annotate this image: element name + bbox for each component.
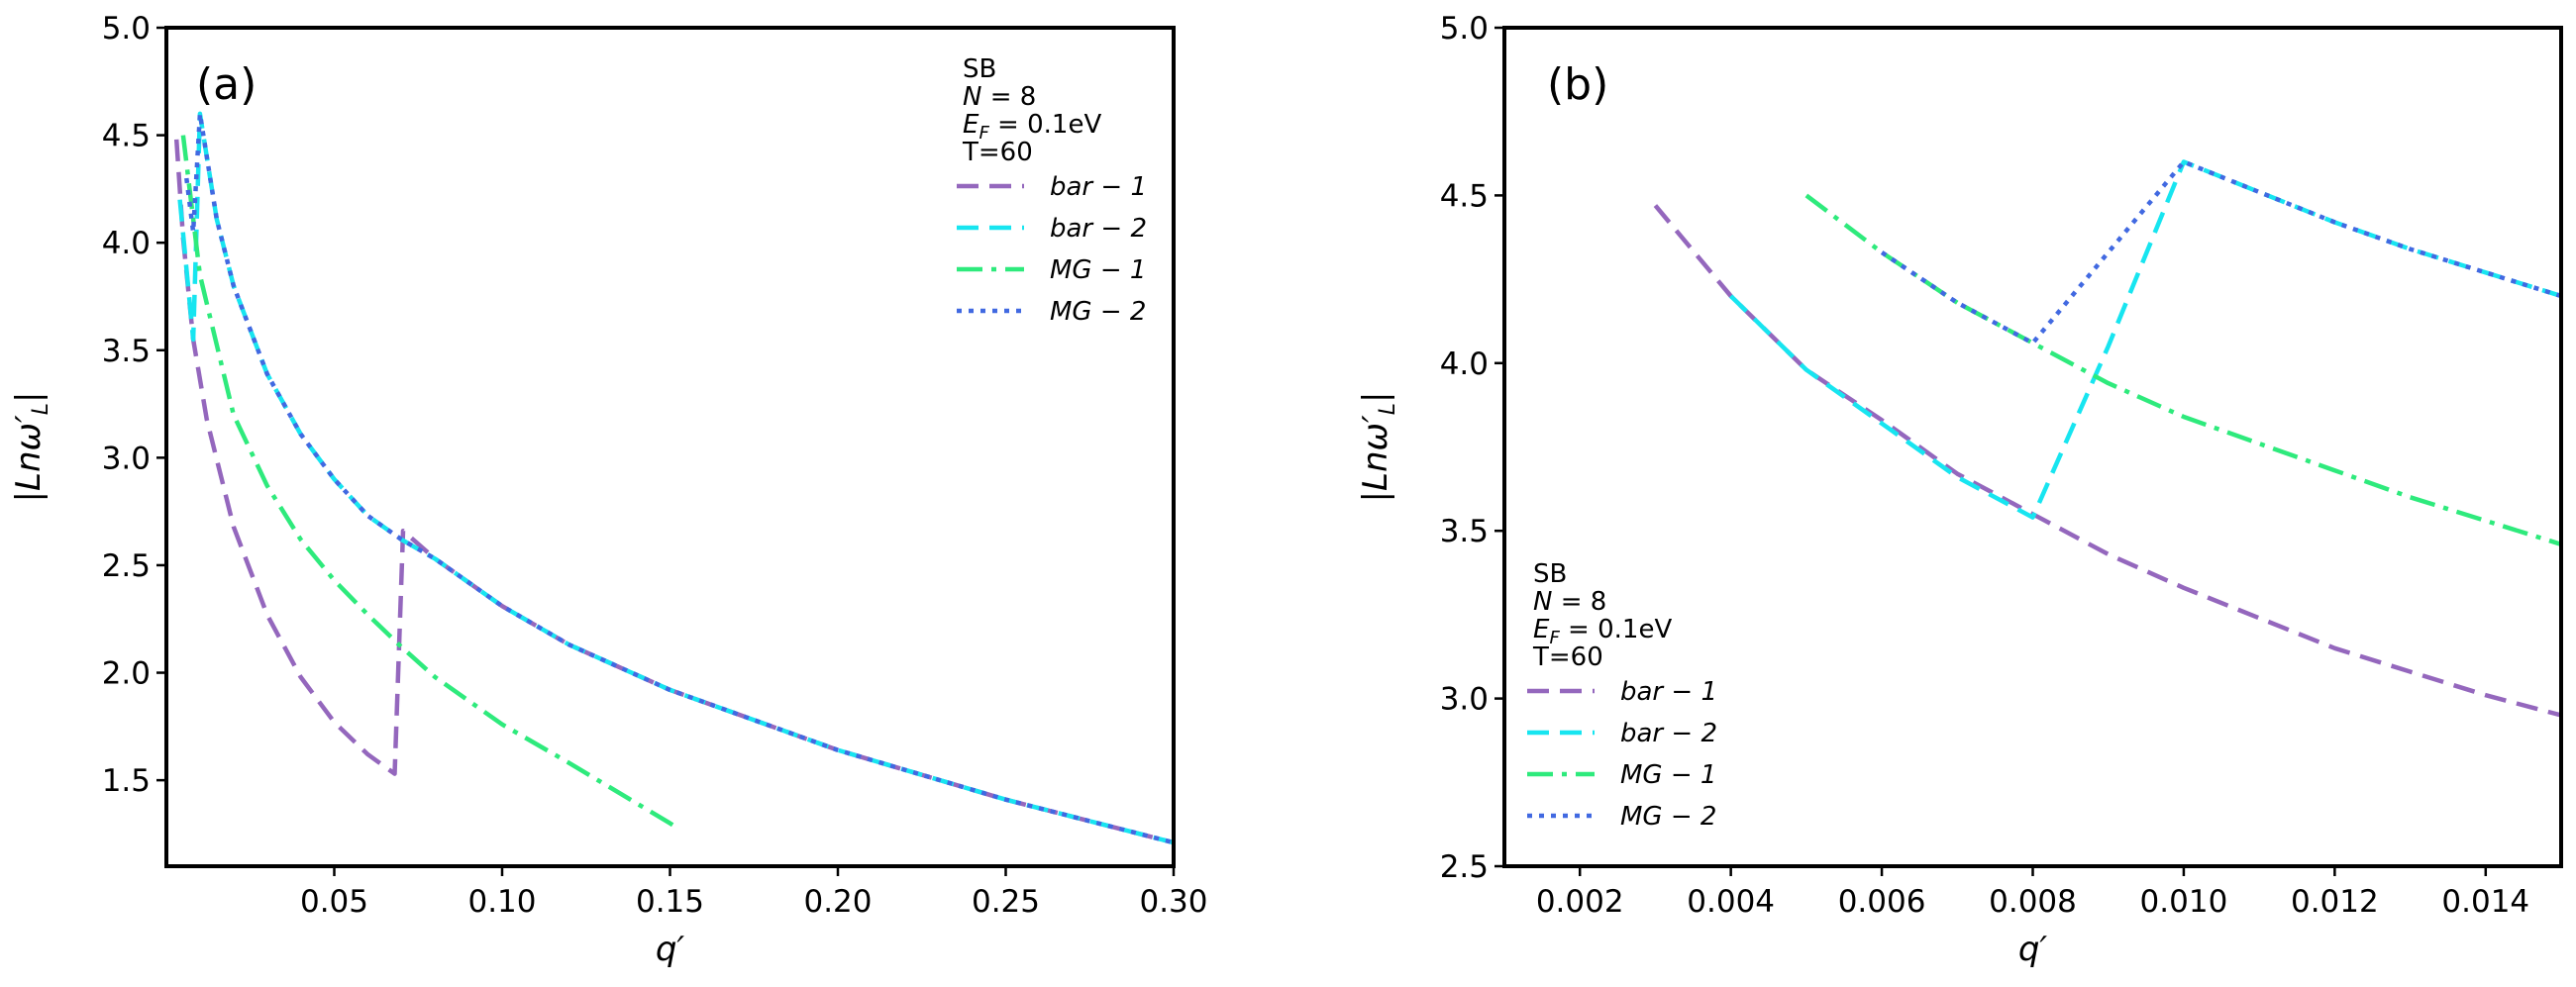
y-tick-label: 5.0: [1440, 11, 1489, 47]
x-tick-label: 0.25: [972, 884, 1040, 920]
legend-header-line: EF = 0.1eV: [963, 110, 1101, 144]
legend-header-line: SB: [1533, 559, 1567, 589]
legend-entry-label: MG − 1: [1050, 255, 1146, 285]
x-tick-label: 0.10: [467, 884, 536, 920]
x-tick-label: 0.15: [636, 884, 704, 920]
y-tick-label: 3.5: [102, 334, 151, 369]
series-line-bar1: [173, 139, 1174, 845]
y-tick-label: 3.0: [1440, 682, 1489, 718]
legend-header-line: SB: [963, 54, 996, 84]
legend-entry-label: MG − 2: [1050, 297, 1146, 327]
y-tick-label: 2.5: [1440, 849, 1489, 885]
chart-panel-a: 0.05 0.10 0.15 0.20 0.25 0.30 1.5 2.0 2.5 3.0 3.5 4…: [9, 11, 1208, 969]
series-line-bar2: [177, 111, 1174, 845]
y-tick-label: 2.5: [102, 548, 151, 584]
series-line-mg2: [1880, 159, 2561, 345]
legend-header-line: EF = 0.1eV: [1533, 615, 1672, 648]
legend-header-line: N = 8: [1533, 587, 1606, 617]
series-line-bar1: [1653, 204, 2561, 718]
y-tick-label: 4.5: [102, 119, 151, 154]
y-tick-label: 4.0: [1440, 346, 1489, 382]
x-tick-label: 0.014: [2441, 884, 2529, 920]
legend-entry-label: bar − 1: [1620, 677, 1717, 707]
x-axis-label: q′: [2018, 930, 2048, 969]
x-axis-label: q′: [656, 930, 685, 969]
series-line-mg1: [180, 135, 681, 832]
series-line-mg2: [184, 111, 1174, 845]
y-tick-label: 5.0: [102, 11, 151, 47]
legend-header-line: N = 8: [963, 82, 1036, 112]
x-tick-label: 0.004: [1687, 884, 1775, 920]
chart-panel-b: 0.002 0.004 0.006 0.008 0.010 0.012 0.014 2.5 3.…: [1356, 11, 2563, 969]
series-line-mg1: [1804, 193, 2561, 546]
x-tick-label: 0.008: [1989, 884, 2077, 920]
y-axis-label: |Lnω′L|: [1356, 392, 1400, 503]
series-line-bar2: [1729, 159, 2561, 520]
y-tick-label: 1.5: [102, 763, 151, 799]
panel-label: (b): [1547, 59, 1608, 110]
y-tick-label: 3.5: [1440, 514, 1489, 549]
x-tick-label: 0.012: [2291, 884, 2379, 920]
legend-entry-label: bar − 2: [1050, 214, 1147, 244]
y-axis-label: |Lnω′L|: [9, 392, 53, 503]
legend-entry-label: MG − 1: [1620, 760, 1716, 790]
legend-header-line: T=60: [962, 138, 1033, 167]
x-tick-label: 0.010: [2140, 884, 2228, 920]
x-tick-label: 0.002: [1536, 884, 1624, 920]
y-tick-label: 4.0: [102, 226, 151, 261]
y-tick-label: 2.0: [102, 656, 151, 692]
x-tick-label: 0.05: [300, 884, 368, 920]
y-tick-label: 3.0: [102, 441, 151, 476]
legend-entry-label: bar − 1: [1050, 172, 1147, 202]
x-tick-label: 0.30: [1139, 884, 1207, 920]
legend-entry-label: MG − 2: [1620, 802, 1716, 832]
x-tick-label: 0.006: [1838, 884, 1926, 920]
panel-label: (a): [196, 59, 257, 110]
y-tick-label: 4.5: [1440, 178, 1489, 214]
x-tick-label: 0.20: [803, 884, 872, 920]
legend-header-line: T=60: [1532, 642, 1603, 672]
legend-entry-label: bar − 2: [1620, 719, 1717, 748]
